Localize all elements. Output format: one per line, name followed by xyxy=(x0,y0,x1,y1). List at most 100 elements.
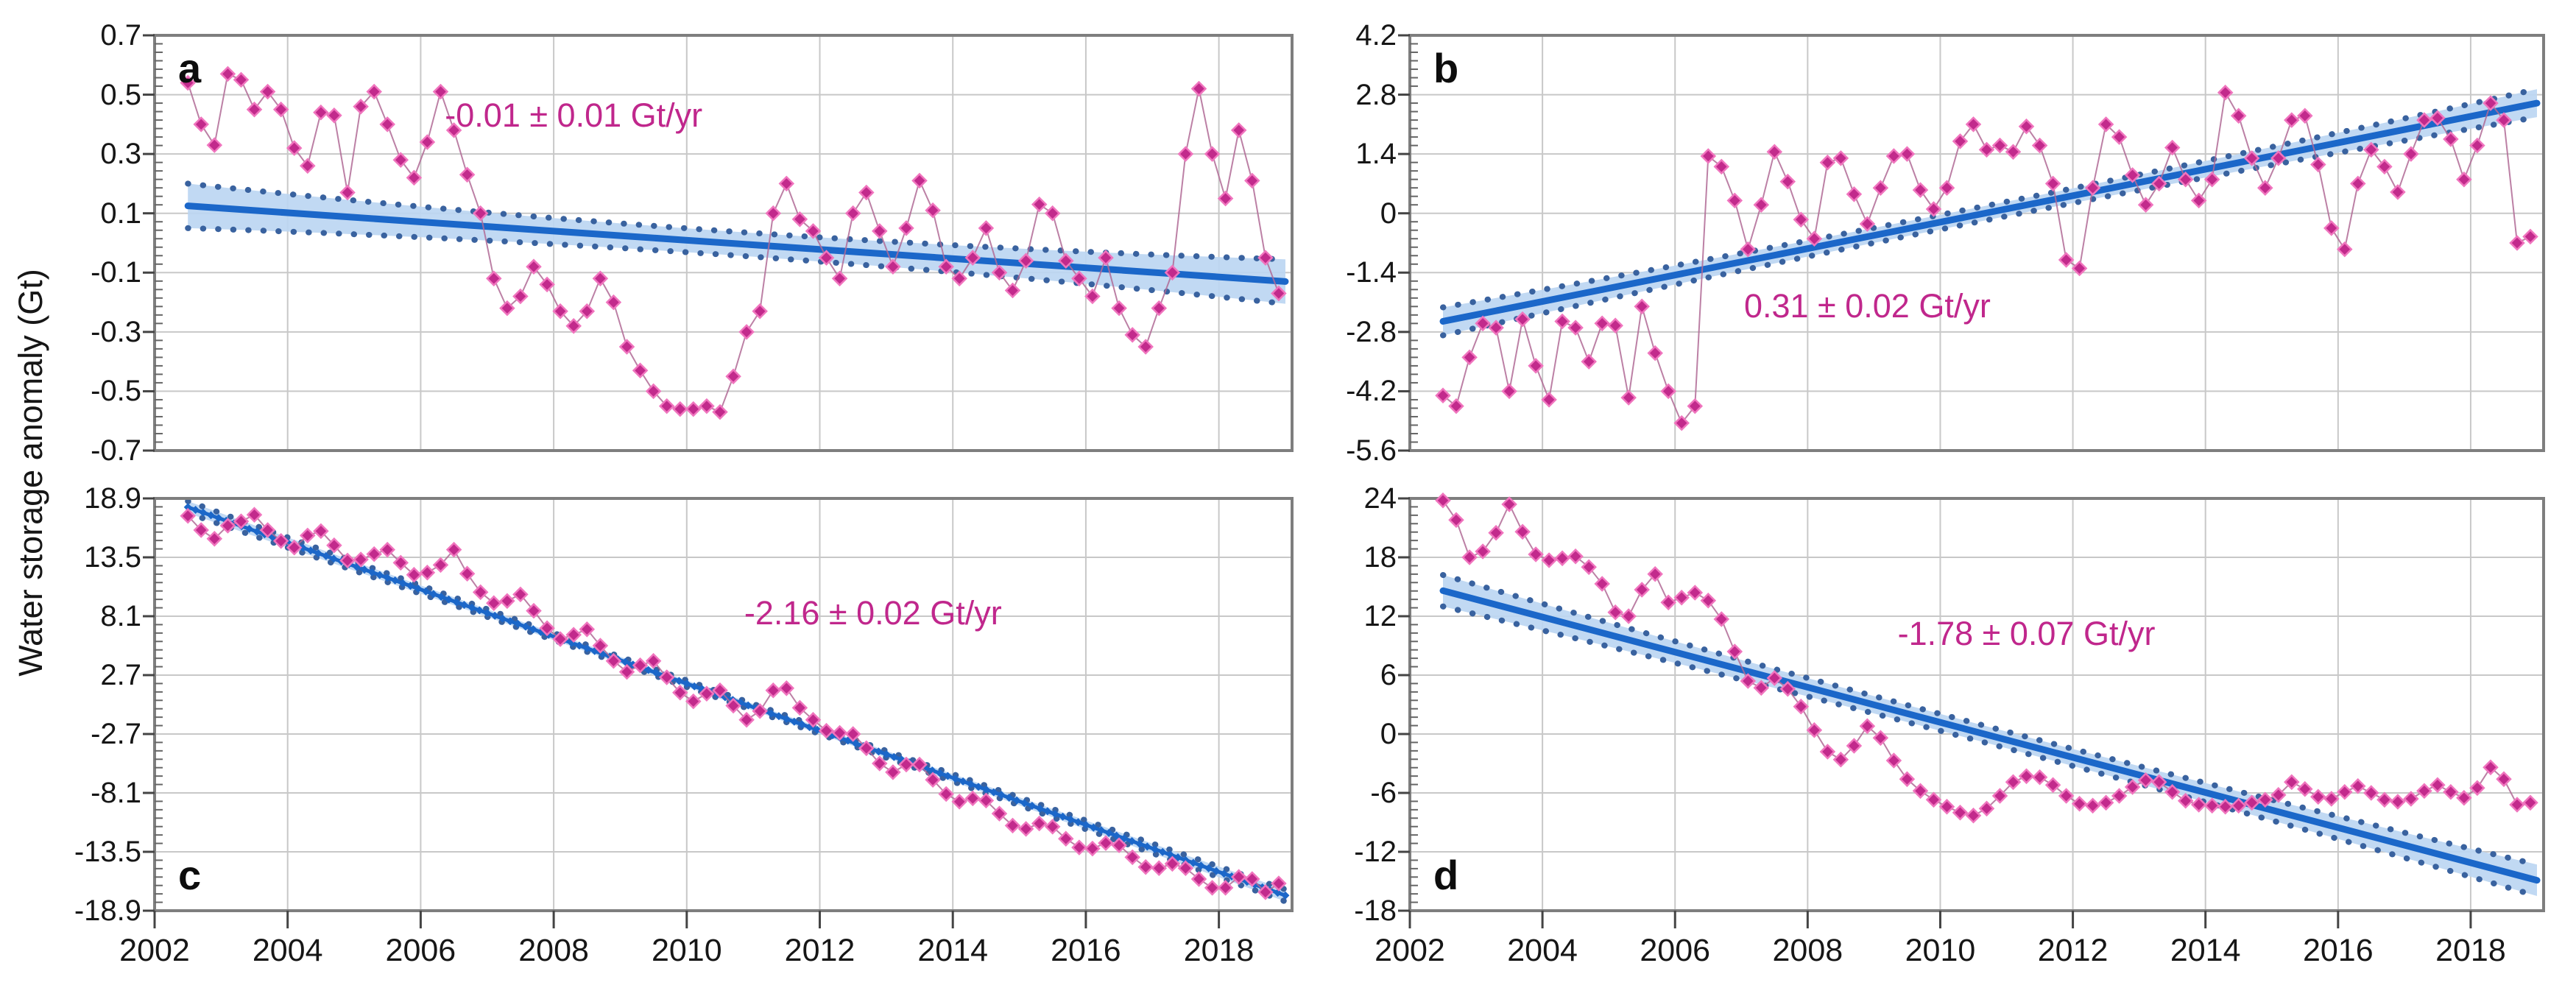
data-point xyxy=(526,258,542,275)
data-point xyxy=(1594,576,1610,592)
data-point xyxy=(1952,133,1969,149)
x-tick-label: 2010 xyxy=(1905,933,1976,968)
data-point xyxy=(1475,543,1491,560)
trend-point xyxy=(414,585,423,593)
trend-point xyxy=(406,582,414,590)
data-point xyxy=(1044,205,1061,222)
data-point xyxy=(432,557,449,574)
trend-point xyxy=(1143,842,1151,851)
data-point xyxy=(1740,673,1757,689)
data-point xyxy=(1991,137,2008,154)
data-point xyxy=(1271,285,1287,302)
data-point xyxy=(1501,383,1517,400)
data-point xyxy=(1164,264,1181,281)
data-point xyxy=(2310,156,2326,173)
data-point xyxy=(2323,220,2340,236)
x-tick-label: 2004 xyxy=(1507,933,1578,968)
data-point xyxy=(2297,107,2313,124)
trend-point xyxy=(1220,869,1229,878)
trend-point xyxy=(1204,864,1213,872)
data-point xyxy=(1435,492,1451,509)
data-point xyxy=(2031,137,2048,154)
trend-point xyxy=(1281,891,1290,900)
panel-letter: a xyxy=(178,45,202,91)
x-tick-label: 2004 xyxy=(252,933,323,968)
data-point xyxy=(1137,858,1154,875)
data-point xyxy=(2310,788,2326,805)
data-point xyxy=(898,220,914,236)
trend-point xyxy=(1274,889,1282,897)
y-tick-label: -0.3 xyxy=(91,315,141,348)
data-point xyxy=(1204,880,1221,896)
data-point xyxy=(805,711,822,728)
data-point xyxy=(219,518,236,534)
trend-point xyxy=(1212,867,1221,875)
trend-annotation: -1.78 ± 0.07 Gt/yr xyxy=(1897,615,2156,652)
data-point xyxy=(2270,150,2287,166)
data-point xyxy=(2031,769,2048,786)
data-point xyxy=(1004,817,1021,834)
data-point xyxy=(1151,300,1168,317)
data-point xyxy=(1488,320,1504,336)
confidence-bound-lower xyxy=(1440,114,2540,339)
trend-annotation: -0.01 ± 0.01 Gt/yr xyxy=(445,96,703,134)
data-point xyxy=(1244,871,1260,887)
x-tick-label: 2002 xyxy=(119,933,190,968)
data-point xyxy=(1448,512,1464,529)
data-point xyxy=(964,250,981,266)
data-point xyxy=(1271,875,1287,892)
data-point xyxy=(672,401,688,417)
trend-point xyxy=(460,601,468,610)
trend-point xyxy=(882,750,891,758)
trend-point xyxy=(214,514,223,523)
data-point xyxy=(699,685,715,702)
trend-point xyxy=(529,625,537,634)
data-point xyxy=(1713,158,1730,175)
data-point xyxy=(2243,150,2260,166)
data-point xyxy=(1177,860,1194,876)
trend-point xyxy=(498,614,507,623)
data-point xyxy=(938,258,954,275)
trend-point xyxy=(851,739,860,748)
y-tick-label: 13.5 xyxy=(84,541,141,574)
y-tick-label: 2.8 xyxy=(1355,78,1397,111)
trend-point xyxy=(1174,853,1182,862)
trend-point xyxy=(928,766,936,775)
trend-point xyxy=(1151,845,1160,854)
data-point xyxy=(286,140,303,156)
data-point xyxy=(2071,260,2088,277)
data-point xyxy=(1098,835,1114,851)
trend-point xyxy=(644,666,653,674)
trend-point xyxy=(575,641,584,650)
data-point xyxy=(512,288,529,305)
data-point xyxy=(2522,228,2538,245)
data-point xyxy=(911,756,928,773)
data-point xyxy=(2376,791,2393,808)
data-point xyxy=(180,507,196,524)
data-point xyxy=(2443,131,2459,147)
x-tick-label: 2006 xyxy=(385,933,456,968)
x-tick-label: 2008 xyxy=(1772,933,1843,968)
data-point xyxy=(1687,585,1704,601)
trend-line xyxy=(184,202,1289,285)
data-point xyxy=(539,276,555,293)
trend-point xyxy=(582,644,591,653)
data-point xyxy=(1726,192,1743,209)
data-point xyxy=(193,522,209,538)
data-point xyxy=(592,270,609,287)
data-point xyxy=(2084,797,2101,814)
x-tick-label: 2016 xyxy=(2302,933,2374,968)
trend-point xyxy=(506,617,515,626)
data-point xyxy=(2403,791,2419,807)
data-point xyxy=(2177,171,2194,188)
data-point xyxy=(2469,780,2485,797)
trend-point xyxy=(322,551,331,560)
data-point xyxy=(565,318,582,334)
data-point xyxy=(565,627,582,643)
x-tick-label: 2014 xyxy=(917,933,989,968)
data-point xyxy=(1111,300,1127,317)
panel-c: 18.9 13.5 8.1 2.7 -2.7 -8.1 -13.5 -18.9 2002 2004… xyxy=(74,482,1294,968)
data-point xyxy=(1726,643,1743,660)
trend-point xyxy=(375,571,384,579)
data-point xyxy=(1058,253,1074,269)
